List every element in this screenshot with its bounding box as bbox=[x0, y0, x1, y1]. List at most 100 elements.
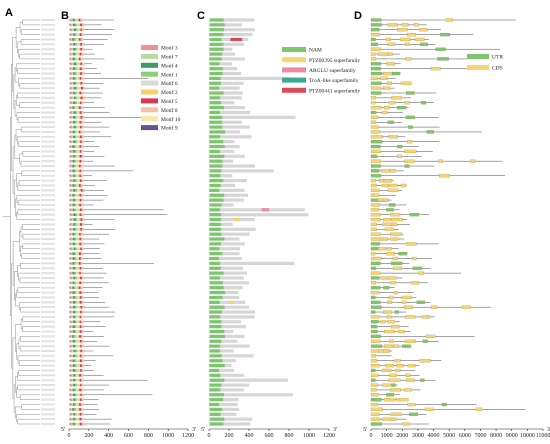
tree-leaf-label-mark bbox=[41, 281, 55, 284]
tree-branch bbox=[19, 153, 23, 164]
motif-box bbox=[76, 325, 79, 328]
tree-branch bbox=[21, 253, 40, 259]
motif-box bbox=[69, 140, 73, 143]
tree-leaf-label-mark bbox=[41, 242, 55, 245]
cds-block bbox=[370, 115, 379, 119]
motif-box bbox=[69, 364, 73, 367]
motif-box bbox=[74, 281, 77, 285]
motif-box bbox=[79, 193, 83, 197]
motif-box bbox=[70, 335, 74, 338]
motif-box bbox=[74, 344, 78, 348]
motif-box bbox=[71, 378, 75, 382]
motif-box bbox=[72, 67, 76, 70]
protein-bar bbox=[209, 266, 244, 270]
utr-block bbox=[370, 91, 382, 95]
tree-leaf-label-mark bbox=[41, 418, 55, 421]
motif-box bbox=[76, 354, 80, 358]
nam-domain bbox=[209, 256, 220, 261]
structure-axis-tick-label: 8000 bbox=[490, 433, 502, 439]
motif-box bbox=[81, 359, 85, 363]
motif-legend-swatch bbox=[141, 89, 158, 95]
motif-box bbox=[78, 111, 81, 114]
motif-box bbox=[72, 193, 76, 197]
cds-block bbox=[383, 179, 393, 183]
cds-block bbox=[407, 33, 417, 37]
motif-box bbox=[74, 339, 78, 343]
tree-leaf-label-mark bbox=[41, 179, 55, 182]
motif-box bbox=[79, 164, 82, 168]
motif-box bbox=[75, 57, 79, 61]
motif-box bbox=[79, 374, 82, 377]
utr-block bbox=[422, 339, 428, 343]
motif-legend-label: Motif 8 bbox=[161, 107, 178, 114]
motif-box bbox=[73, 86, 77, 90]
motif-box bbox=[78, 150, 81, 153]
motif-box bbox=[77, 325, 81, 328]
motif-box bbox=[80, 228, 84, 231]
protein-bar bbox=[209, 388, 245, 392]
motif-box bbox=[76, 159, 79, 163]
motif-box bbox=[81, 228, 85, 231]
motif-box bbox=[74, 242, 78, 246]
cds-block bbox=[390, 412, 402, 416]
cds-block bbox=[370, 271, 381, 275]
utr-block bbox=[396, 106, 407, 110]
tree-branch bbox=[21, 170, 40, 177]
motif-box bbox=[78, 28, 82, 32]
motif-box bbox=[82, 81, 85, 85]
nam-domain bbox=[209, 402, 219, 407]
tree-branch bbox=[16, 289, 40, 298]
cds-block bbox=[383, 86, 390, 90]
motif-box bbox=[79, 242, 83, 246]
motif-box bbox=[76, 125, 80, 129]
motif-box bbox=[76, 301, 79, 304]
motif-legend-swatch bbox=[141, 53, 158, 59]
tree-leaf-label-mark bbox=[41, 330, 55, 333]
motif-box bbox=[79, 388, 83, 392]
motif-box bbox=[69, 218, 73, 221]
cds-block bbox=[404, 42, 410, 46]
cds-block bbox=[384, 106, 390, 110]
tree-branch bbox=[15, 27, 21, 48]
motif-box bbox=[69, 354, 73, 358]
motif-box bbox=[79, 271, 82, 275]
motif-box bbox=[79, 203, 82, 207]
structure-legend-label: UTR bbox=[492, 55, 503, 61]
motif-box bbox=[75, 286, 79, 290]
motif-box bbox=[77, 96, 80, 100]
motif-box bbox=[74, 130, 77, 134]
motif-box bbox=[69, 408, 72, 411]
motif-box bbox=[69, 77, 73, 80]
motif-box bbox=[74, 388, 77, 392]
protein-bar bbox=[209, 402, 238, 407]
cds-block bbox=[438, 159, 443, 163]
cds-block bbox=[370, 33, 381, 37]
motif-box bbox=[69, 203, 72, 207]
motif-box bbox=[73, 33, 76, 36]
motif-box bbox=[69, 106, 72, 109]
tree-branch bbox=[17, 372, 40, 381]
motif-box bbox=[70, 296, 74, 299]
domain-legend-swatch bbox=[282, 57, 306, 63]
motif-box bbox=[75, 189, 78, 192]
motif-box bbox=[81, 145, 84, 148]
cds-block bbox=[387, 81, 392, 85]
motif-box bbox=[79, 232, 82, 236]
tree-leaf-label-mark bbox=[41, 62, 55, 65]
tree-branch bbox=[20, 263, 40, 269]
nam-domain bbox=[209, 373, 221, 377]
motif-axis-tick-label: 600 bbox=[124, 433, 133, 439]
tree-leaf-label-mark bbox=[41, 199, 55, 202]
tree-branch bbox=[17, 287, 40, 293]
motif-box bbox=[71, 257, 74, 260]
nam-domain bbox=[209, 67, 223, 71]
motif-box bbox=[73, 315, 76, 319]
motif-box bbox=[79, 408, 82, 411]
tree-branch bbox=[22, 233, 40, 240]
nam-domain bbox=[209, 62, 220, 66]
tree-leaf-label-mark bbox=[41, 345, 55, 348]
motif-box bbox=[77, 57, 80, 61]
motif-box bbox=[76, 47, 80, 51]
motif-box bbox=[73, 28, 77, 32]
nam-domain bbox=[209, 149, 221, 154]
